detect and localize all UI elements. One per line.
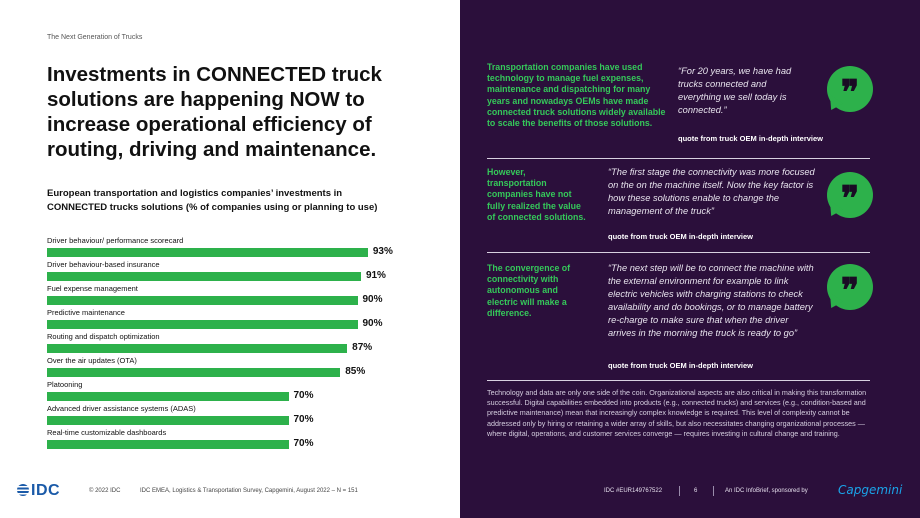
bar (47, 416, 289, 425)
insight-section-3: The convergence of connectivity with aut… (487, 262, 873, 374)
bar-row: Driver behaviour/ performance scorecard 9… (47, 236, 447, 260)
bar-row: Fuel expense management 90% (47, 284, 447, 308)
doc-id: IDC #EUR149767522 (604, 488, 663, 494)
bar (47, 344, 348, 353)
quote-text-1: “For 20 years, we have had trucks connec… (678, 66, 792, 115)
bar (47, 272, 361, 281)
bar-value-label: 70% (293, 414, 314, 425)
bar (47, 440, 289, 449)
left-panel: The Next Generation of Trucks Investment… (0, 34, 460, 504)
right-panel: Transportation companies have used techn… (460, 0, 920, 518)
insight-text-1: Transportation companies have used techn… (487, 62, 666, 129)
bar (47, 392, 289, 401)
bar-value-label: 85% (345, 366, 366, 377)
bar-category-label: Platooning (47, 380, 83, 389)
chart-title-part3: trucks solutions (% of companies using o… (107, 202, 378, 213)
insight-section-2: However, transportation companies have n… (487, 166, 873, 246)
bar-row: Routing and dispatch optimization 87% (47, 332, 447, 356)
divider (487, 252, 870, 253)
sponsor-text: An IDC InfoBrief, sponsored by (725, 488, 808, 494)
idc-logo-text: IDC (31, 482, 61, 499)
bar-category-label: Real-time customizable dashboards (47, 428, 167, 437)
chart-title-part1: European transportation and logistics co… (47, 188, 343, 199)
idc-logo: IDC (17, 482, 60, 500)
bar (47, 320, 358, 329)
bar-category-label: Driver behaviour/ performance scorecard (47, 236, 184, 245)
bar-category-label: Driver behaviour-based insurance (47, 260, 160, 269)
bar-value-label: 91% (365, 270, 386, 281)
idc-logo-mark-icon (17, 484, 29, 496)
chart-title: European transportation and logistics co… (47, 187, 447, 215)
bar (47, 368, 341, 377)
headline: Investments in CONNECTED truck solutions… (47, 63, 382, 161)
bar-category-label: Advanced driver assistance systems (ADAS… (47, 404, 196, 413)
quote-attribution-3: quote from truck OEM in-depth interview (608, 361, 754, 370)
quote-attribution-2: quote from truck OEM in-depth interview (608, 232, 754, 241)
source-note: IDC EMEA, Logistics & Transportation Sur… (140, 488, 358, 494)
insight-text-3: The convergence of connectivity with aut… (487, 263, 571, 318)
bar-row: Predictive maintenance 90% (47, 308, 447, 332)
eyebrow: The Next Generation of Trucks (47, 34, 143, 41)
bar-row: Platooning 70% (47, 380, 447, 404)
bar-value-label: 90% (362, 318, 383, 329)
bar-value-label: 90% (362, 294, 383, 305)
body-text: Technology and data are only one side of… (487, 388, 867, 438)
insight-section-1: Transportation companies have used techn… (487, 62, 873, 154)
bar-value-label: 87% (352, 342, 373, 353)
footer-left: IDC © 2022 IDC IDC EMEA, Logistics & Tra… (0, 480, 460, 504)
bar-chart: Driver behaviour/ performance scorecard 9… (47, 236, 447, 452)
copyright: © 2022 IDC (89, 488, 121, 494)
footer-separator (713, 486, 714, 496)
page-number: 6 (694, 488, 698, 494)
quote-icon: ❞ (827, 66, 873, 113)
footer-separator (679, 486, 680, 496)
footer-right: IDC #EUR149767522 6 An IDC InfoBrief, sp… (460, 480, 920, 504)
bar (47, 296, 358, 305)
bar-category-label: Predictive maintenance (47, 308, 125, 317)
bar-row: Driver behaviour-based insurance 91% (47, 260, 447, 284)
bar-category-label: Fuel expense management (47, 284, 138, 293)
insight-text-2: However, transportation companies have n… (487, 167, 586, 222)
bar-value-label: 70% (293, 438, 314, 449)
chart-title-emphasis: CONNECTED (47, 202, 108, 213)
bar-row: Real-time customizable dashboards 70% (47, 428, 447, 452)
bar-category-label: Routing and dispatch optimization (47, 332, 160, 341)
quote-text-3: “The next step will be to connect the ma… (608, 263, 814, 338)
divider (487, 380, 870, 381)
divider (487, 158, 870, 159)
quote-icon: ❞ (827, 172, 873, 219)
capgemini-logo: Capgemini (838, 483, 903, 497)
bar-row: Advanced driver assistance systems (ADAS… (47, 404, 447, 428)
bar-value-label: 70% (293, 390, 314, 401)
quote-attribution-1: quote from truck OEM in-depth interview (678, 134, 824, 143)
bar-row: Over the air updates (OTA) 85% (47, 356, 447, 380)
bar (47, 248, 368, 257)
quote-text-2: “The first stage the connectivity was mo… (608, 167, 815, 216)
quote-icon: ❞ (827, 264, 873, 311)
bar-value-label: 93% (372, 246, 393, 257)
bar-category-label: Over the air updates (OTA) (47, 356, 137, 365)
